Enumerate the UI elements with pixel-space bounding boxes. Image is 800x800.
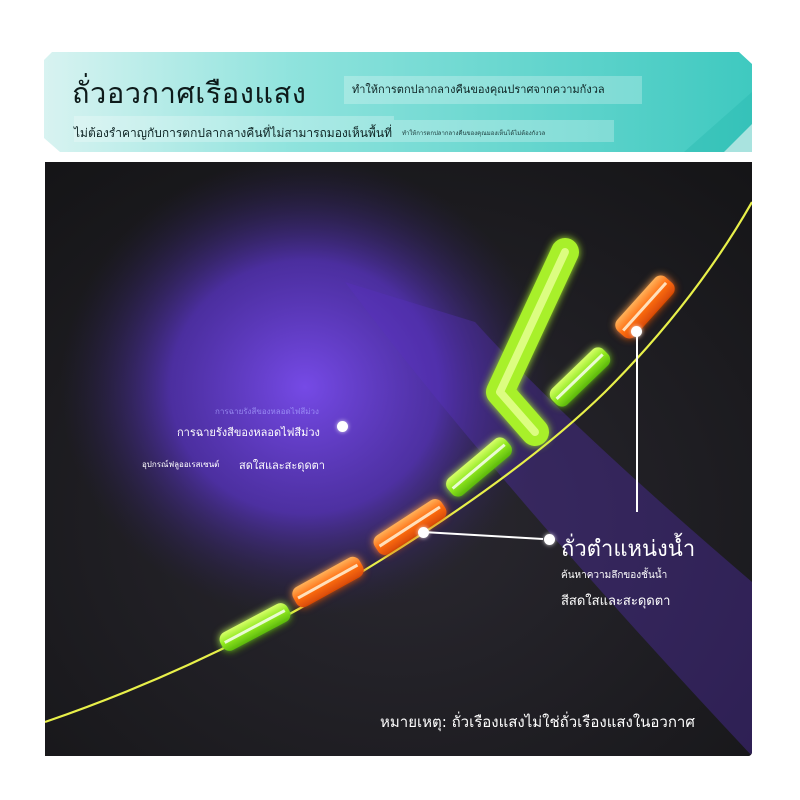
uv-light-label: การฉายรังสีของหลอดไฟสีม่วง [177, 426, 320, 439]
product-image-panel [45, 162, 752, 756]
bead-orange-1 [292, 556, 364, 608]
bead-marker [418, 527, 429, 538]
bead-group [219, 238, 675, 651]
bead-green-3 [549, 347, 611, 407]
bead-green-1 [219, 603, 291, 651]
header-tagline: ไม่ต้องรำคาญกับการตกปลากลางคืนที่ไม่สามา… [74, 126, 393, 140]
uv-light-beam [345, 282, 752, 756]
fluorescent-label: สดใสและสะดุดตา [239, 459, 325, 472]
position-marker [544, 534, 555, 545]
banner-shape [44, 52, 752, 152]
bead-v-stick [486, 238, 579, 446]
position-bean-subtitle: ค้นหาความลึกของชั้นน้ำ [561, 570, 668, 581]
header-subtitle: ทำให้การตกปลากลางคืนของคุณปราศจากความกัง… [352, 83, 605, 96]
position-bean-title: ถั่วตำแหน่งน้ำ [561, 537, 696, 562]
pointer-line-position [422, 531, 544, 540]
bead-green-2 [446, 437, 512, 497]
page-title: ถั่วอวกาศเรืองแสง [72, 76, 307, 110]
glow-bead-illustration [45, 162, 752, 756]
bead-orange-2 [373, 499, 447, 555]
header-fine-print: ทำให้การตกปลากลางคืนของคุณมองเห็นได้ไม่ต… [402, 130, 546, 137]
fluorescent-label-small: อุปกรณ์ฟลูออเรสเซนต์ [142, 460, 220, 469]
header-banner [44, 52, 752, 152]
bead-orange-3 [615, 275, 675, 339]
position-bean-description: สีสดใสและสะดุดตา [561, 594, 671, 609]
uv-light-marker [337, 421, 348, 432]
bead-marker-top [631, 326, 642, 337]
uv-light-label-shadow: การฉายรังสีของหลอดไฟสีม่วง [215, 407, 319, 416]
disclaimer-note: หมายเหตุ: ถั่วเรืองแสงไม่ใช่ถั่วเรืองแสง… [380, 713, 695, 731]
fishing-line [45, 201, 752, 724]
